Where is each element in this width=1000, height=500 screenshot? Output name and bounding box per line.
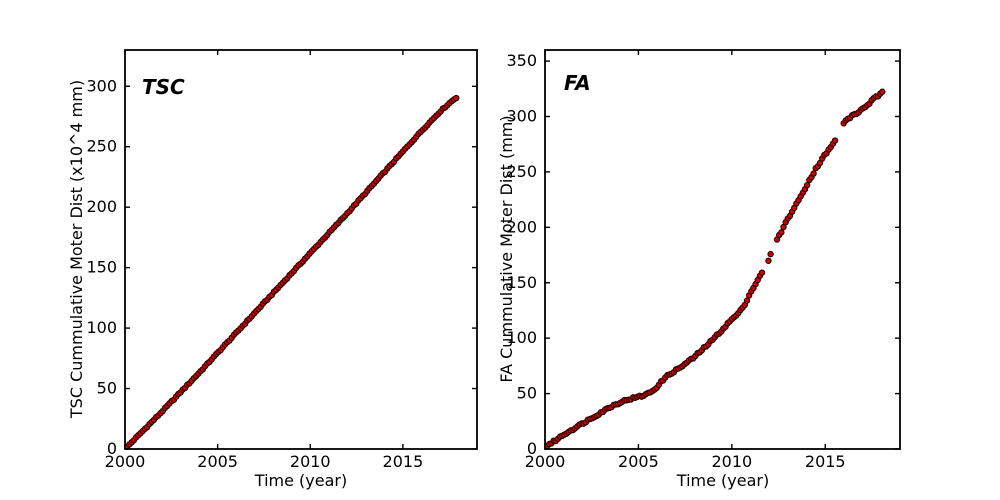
fa-data-point — [803, 181, 811, 189]
tsc-plot: 2000 2005 2010 2015 0 50 100 150 200 250 300 — [86, 49, 478, 471]
fa-xtick-label: 2005 — [618, 452, 659, 471]
fa-ytick-label: 50 — [517, 384, 537, 403]
fa-data-point — [767, 250, 774, 258]
tsc-ytick-label: 300 — [86, 76, 117, 95]
tsc-plot-title: TSC — [142, 75, 185, 99]
fa-data-point — [879, 88, 886, 95]
fa-ytick-label: 250 — [506, 162, 537, 181]
fa-ytick-label: 200 — [506, 217, 537, 236]
fa-plot-title: FA — [564, 71, 591, 95]
tsc-axes-frame — [124, 49, 478, 450]
tsc-xaxis-title: Time (year) — [254, 471, 348, 490]
fa-plot: 2000 2005 2010 2015 0 50 100 150 200 250 300 350 — [506, 49, 901, 471]
fa-ytick-label: 100 — [506, 328, 537, 347]
fa-xaxis-title: Time (year) — [676, 471, 770, 490]
tsc-ytick-label: 0 — [107, 439, 117, 458]
tsc-xtick-label: 2015 — [383, 452, 424, 471]
fa-data-point — [810, 170, 817, 177]
fa-xtick-label: 2015 — [805, 452, 846, 471]
fa-data-series — [545, 88, 886, 449]
tsc-xtick-label: 2000 — [105, 452, 146, 471]
tsc-data-point — [453, 94, 460, 102]
tsc-xtick-label: 2005 — [197, 452, 238, 471]
tsc-ytick-label: 200 — [86, 197, 117, 216]
fa-data-point — [778, 229, 785, 236]
fa-ytick-label: 150 — [506, 273, 537, 292]
fa-data-point — [831, 137, 839, 144]
fa-yaxis-title: FA Cummulative Moter Dist (mm) — [497, 115, 516, 383]
tsc-ytick-label: 50 — [97, 379, 117, 398]
fa-ytick-label: 0 — [527, 439, 537, 458]
fa-xtick-label: 2010 — [711, 452, 752, 471]
fa-ytick-label: 350 — [506, 51, 537, 70]
tsc-data-series — [125, 94, 460, 449]
tsc-ytick-label: 250 — [86, 137, 117, 156]
tsc-ytick-label: 150 — [86, 258, 117, 277]
fa-ytick-label: 300 — [506, 107, 537, 126]
tsc-xtick-label: 2010 — [290, 452, 331, 471]
fa-axes-frame — [544, 49, 901, 450]
fa-xtick-label: 2000 — [525, 452, 566, 471]
tsc-yaxis-title: TSC Cummulative Moter Dist (x10^4 mm) — [67, 79, 86, 419]
tsc-ytick-label: 100 — [86, 318, 117, 337]
fa-data-point — [765, 257, 772, 264]
fa-data-point — [758, 269, 766, 276]
fa-data-point — [743, 297, 751, 304]
